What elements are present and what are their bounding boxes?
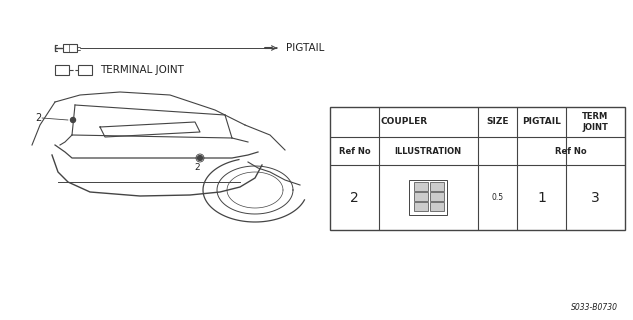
Text: TERM
JOINT: TERM JOINT <box>582 112 608 132</box>
Text: S033-B0730: S033-B0730 <box>571 303 618 312</box>
Text: COUPLER: COUPLER <box>380 117 427 126</box>
Text: 0.5: 0.5 <box>491 193 503 202</box>
Circle shape <box>197 156 203 161</box>
Text: ILLUSTRATION: ILLUSTRATION <box>394 147 461 156</box>
Bar <box>430 192 444 201</box>
Text: PIGTAIL: PIGTAIL <box>522 117 561 126</box>
Bar <box>413 182 428 190</box>
Bar <box>63 44 77 52</box>
Text: Ref No: Ref No <box>339 147 370 156</box>
Bar <box>430 202 444 211</box>
Text: SIZE: SIZE <box>486 117 509 126</box>
Text: 2: 2 <box>194 164 200 172</box>
Bar <box>409 180 447 215</box>
Text: TERMINAL JOINT: TERMINAL JOINT <box>100 65 184 75</box>
Text: 2: 2 <box>350 190 359 204</box>
Bar <box>330 107 625 230</box>
Bar <box>413 202 428 211</box>
Bar <box>413 192 428 201</box>
Bar <box>430 182 444 190</box>
Text: 3: 3 <box>591 190 600 204</box>
Circle shape <box>70 117 75 123</box>
Text: 2: 2 <box>35 113 41 123</box>
Text: PIGTAIL: PIGTAIL <box>286 43 324 53</box>
Bar <box>55 65 69 75</box>
Bar <box>78 65 92 75</box>
Text: Ref No: Ref No <box>555 147 587 156</box>
Text: 1: 1 <box>537 190 546 204</box>
